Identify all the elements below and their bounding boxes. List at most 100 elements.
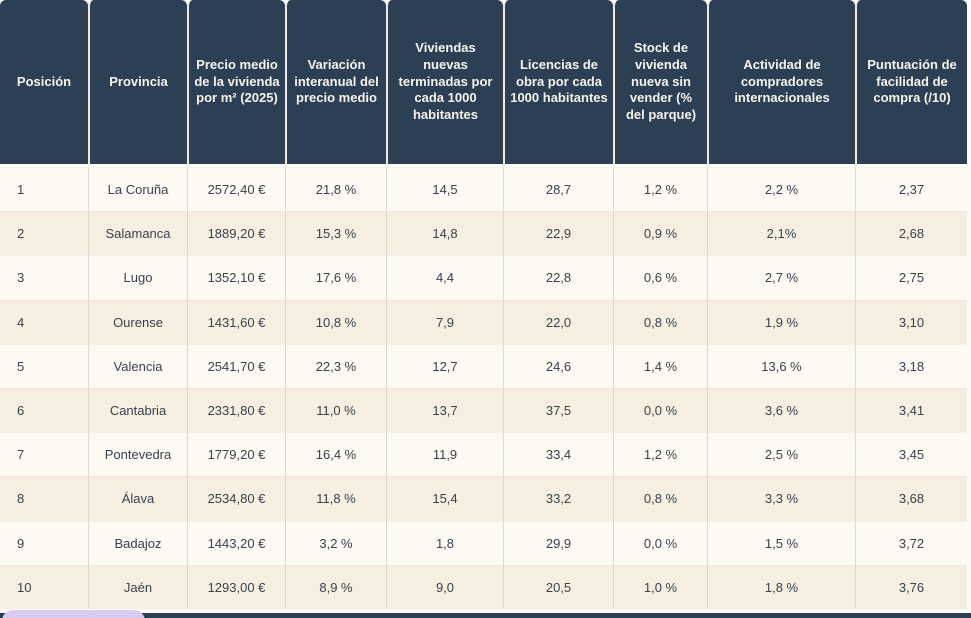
table-cell: 2572,40 € [187, 167, 285, 212]
table-cell: 3,41 [855, 387, 967, 433]
table-cell: 1,2 % [613, 432, 707, 477]
table-row: 8 Álava 2534,80 €11,8 % 15,4 33,2 0,8 % 3,3 % 3… [0, 476, 967, 521]
col-header-label: Stock de vivienda nueva sin vender (% de… [625, 39, 697, 123]
table-row: 6 Cantabria 2331,80 €11,0 % 13,7 37,5 0,0 % 3,… [0, 387, 967, 433]
table-cell: 9,0 [386, 564, 503, 609]
table-cell: 13,7 [386, 387, 503, 433]
col-header-compradores-internacionales: Actividad de compradores internacionales [707, 0, 855, 167]
table-cell: 13,6 % [707, 343, 855, 388]
table-row: 4 Ourense 1431,60 €10,8 % 7,9 22,0 0,8 % 1,9 %… [0, 299, 967, 344]
col-header-label: Posición [16, 73, 72, 89]
table-cell: 10 [0, 564, 88, 609]
table-cell: 16,4 % [285, 432, 386, 477]
table-cell: 3,2 % [285, 520, 386, 565]
table-row: 5 Valencia 2541,70 €22,3 % 12,7 24,6 1,4 % 13,… [0, 343, 967, 388]
table-cell: 22,0 [503, 299, 613, 344]
table-cell: 1,4 % [613, 343, 707, 388]
table-cell: 1,5 % [707, 520, 855, 565]
table-cell: 12,7 [386, 343, 503, 388]
table-cell: La Coruña [88, 167, 187, 212]
table-cell: 10,8 % [285, 299, 386, 344]
col-header-precio-medio: Precio medio de la vivienda por m² (2025… [187, 0, 285, 167]
table-cell: Badajoz [88, 520, 187, 565]
table-cell: 8,9 % [285, 564, 386, 609]
table-cell: 2,5 % [707, 432, 855, 477]
table-cell: 2541,70 € [187, 343, 285, 388]
table-row: 10 Jaén 1293,00 €8,9 % 9,0 20,5 1,0 % 1,8 % 3,7… [0, 564, 967, 609]
table-cell: 6 [0, 387, 88, 433]
table-cell: 1,2 % [613, 167, 707, 212]
table-cell: 14,5 [386, 167, 503, 212]
table-cell: 1,8 [386, 520, 503, 565]
table-cell: 1 [0, 167, 88, 212]
table-cell: 28,7 [503, 167, 613, 212]
table-cell: 11,0 % [285, 387, 386, 433]
table-cell: 22,9 [503, 211, 613, 256]
table-row: 7 Pontevedra 1779,20 €16,4 % 11,9 33,4 1,2 % 2… [0, 432, 967, 477]
table-cell: 3,68 [855, 476, 967, 521]
table-cell: 21,8 % [285, 167, 386, 212]
table-cell: 9 [0, 520, 88, 565]
table-cell: Valencia [88, 343, 187, 388]
table-cell: 2,68 [855, 211, 967, 256]
table-cell: Álava [88, 476, 187, 521]
table-row: 3 Lugo 1352,10 €17,6 % 4,4 22,8 0,6 % 2,7 % 2,7… [0, 255, 967, 300]
table-cell: 3,10 [855, 299, 967, 344]
table-cell: Jaén [88, 564, 187, 609]
table-cell: Pontevedra [88, 432, 187, 477]
table-cell: 24,6 [503, 343, 613, 388]
col-header-label: Viviendas nuevas terminadas por cada 100… [398, 39, 493, 123]
table-cell: 3,72 [855, 520, 967, 565]
table-cell: Salamanca [88, 211, 187, 256]
table-cell: 5 [0, 343, 88, 388]
table-cell: 3,45 [855, 432, 967, 477]
table-cell: 1889,20 € [187, 211, 285, 256]
col-header-label: Variación interanual del precio medio [294, 56, 379, 106]
table-cell: 8 [0, 476, 88, 521]
col-header-puntuacion: Puntuación de facilidad de compra (/10) [855, 0, 967, 167]
table-cell: 29,9 [503, 520, 613, 565]
col-header-label: Licencias de obra por cada 1000 habitant… [510, 56, 608, 106]
table-cell: 2,37 [855, 167, 967, 212]
table-body: 1 La Coruña 2572,40 €21,8 % 14,5 28,7 1,2 % 2,… [0, 167, 967, 609]
table-cell: 33,4 [503, 432, 613, 477]
table-cell: 2,1% [707, 211, 855, 256]
col-header-label: Provincia [109, 73, 168, 89]
col-header-posicion: Posición [0, 0, 88, 167]
table-cell: 2,2 % [707, 167, 855, 212]
table-cell: 1779,20 € [187, 432, 285, 477]
table-cell: Ourense [88, 299, 187, 344]
table-cell: Cantabria [88, 387, 187, 433]
col-header-licencias: Licencias de obra por cada 1000 habitant… [503, 0, 613, 167]
table-cell: 2,75 [855, 255, 967, 300]
table-cell: 14,8 [386, 211, 503, 256]
table-cell: 1,0 % [613, 564, 707, 609]
table-cell: 3,3 % [707, 476, 855, 521]
table-cell: 0,0 % [613, 520, 707, 565]
table-cell: 3,76 [855, 564, 967, 609]
table-cell: Lugo [88, 255, 187, 300]
table-cell: 3 [0, 255, 88, 300]
table-cell: 1,9 % [707, 299, 855, 344]
header-row: Posición Provincia Precio medio de la vi… [0, 0, 967, 167]
cookie-consent-button-fragment[interactable] [2, 610, 145, 618]
table-cell: 1431,60 € [187, 299, 285, 344]
table-cell: 4 [0, 299, 88, 344]
table-cell: 3,18 [855, 343, 967, 388]
table-row: 2 Salamanca 1889,20 €15,3 % 14,8 22,9 0,9 % 2,… [0, 211, 967, 256]
table-cell: 2534,80 € [187, 476, 285, 521]
col-header-provincia: Provincia [88, 0, 187, 167]
table-cell: 11,9 [386, 432, 503, 477]
table-row: 1 La Coruña 2572,40 €21,8 % 14,5 28,7 1,2 % 2,… [0, 167, 967, 212]
col-header-label: Actividad de compradores internacionales [734, 56, 830, 106]
table-cell: 7,9 [386, 299, 503, 344]
table-cell: 0,6 % [613, 255, 707, 300]
table-cell: 22,3 % [285, 343, 386, 388]
table-cell: 0,0 % [613, 387, 707, 433]
table-header: Posición Provincia Precio medio de la vi… [0, 0, 967, 167]
col-header-viviendas-nuevas: Viviendas nuevas terminadas por cada 100… [386, 0, 503, 167]
table-cell: 3,6 % [707, 387, 855, 433]
col-header-label: Puntuación de facilidad de compra (/10) [867, 56, 957, 106]
